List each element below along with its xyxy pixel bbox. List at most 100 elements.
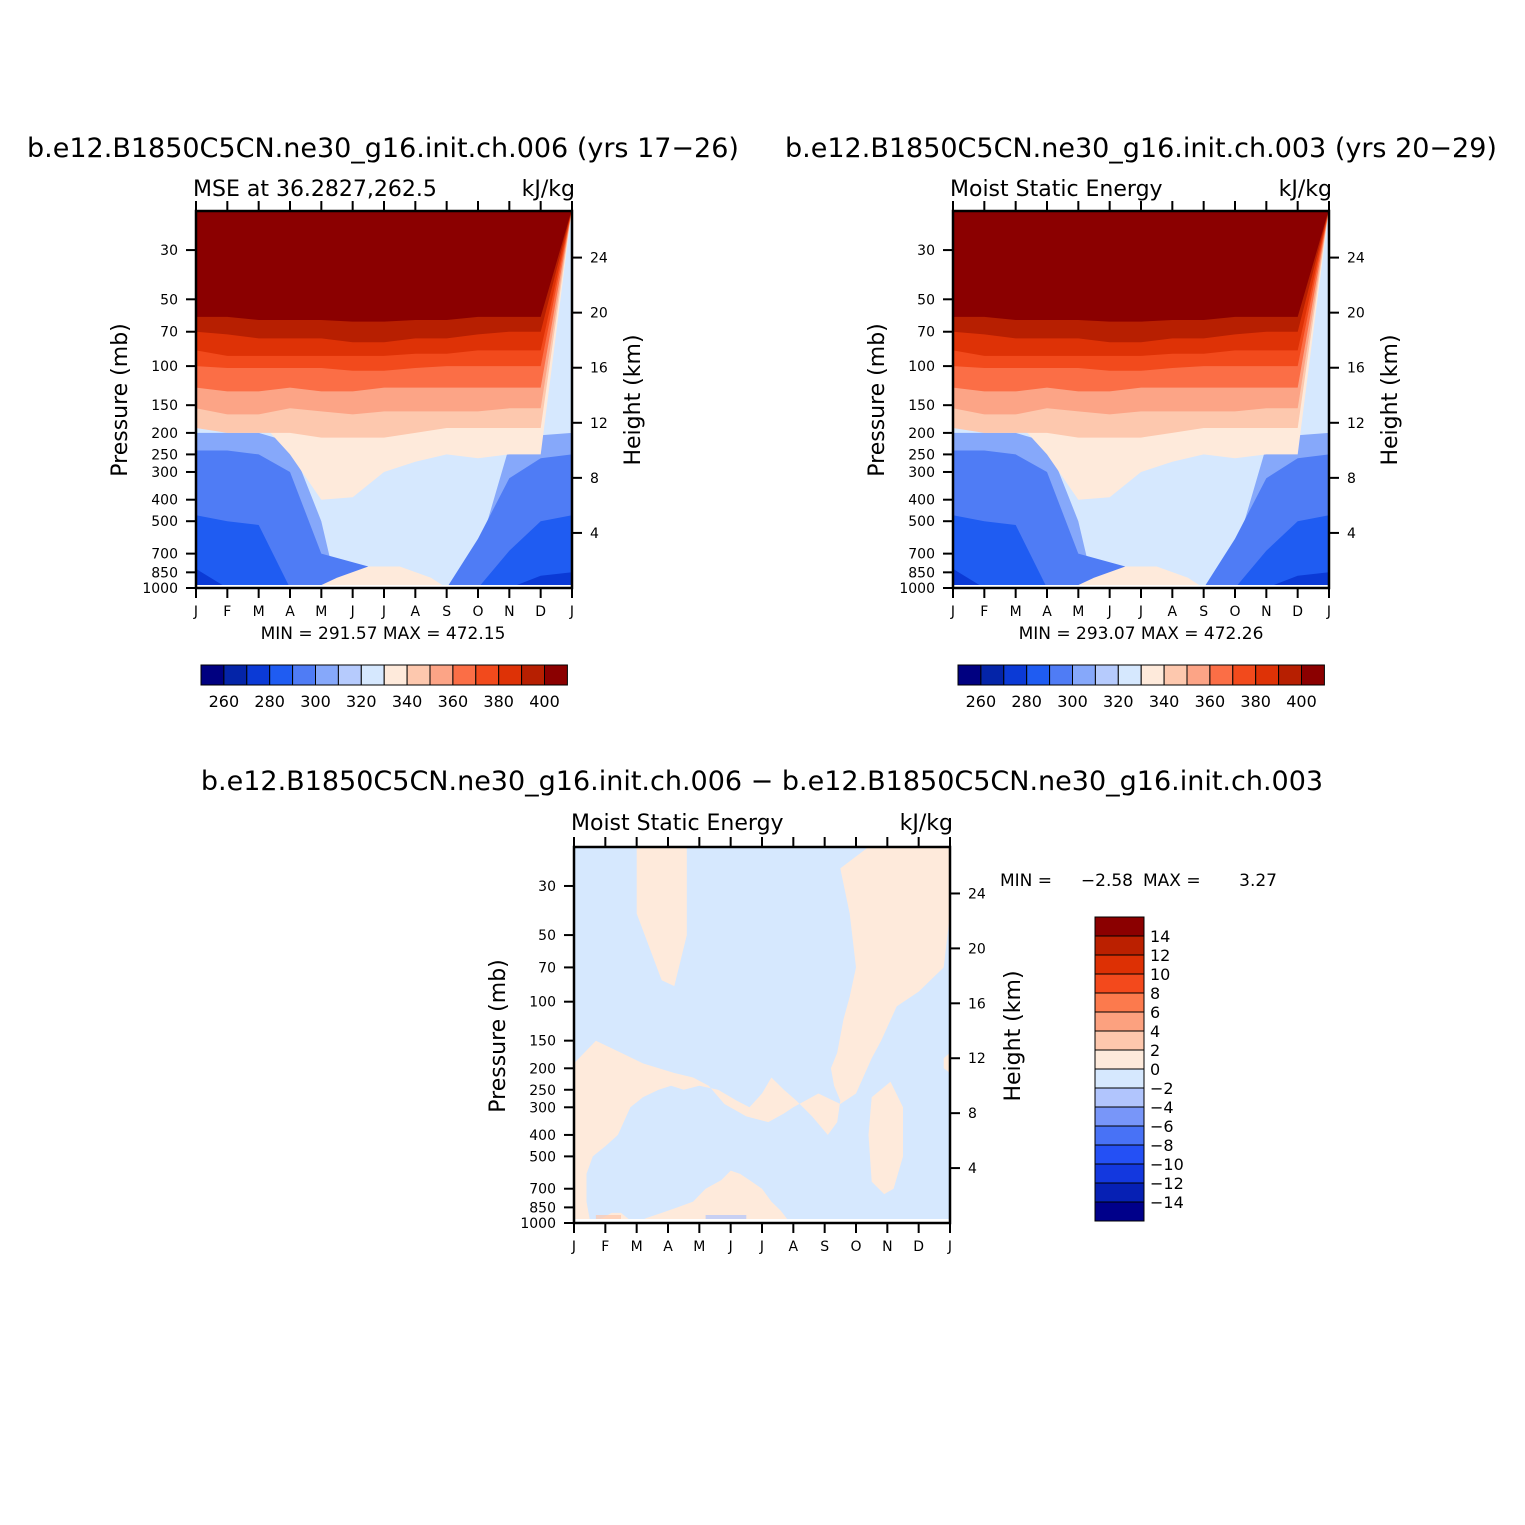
panel3-ytick-label: 50 — [538, 928, 556, 944]
panel3-subtitle-right: kJ/kg — [900, 811, 953, 836]
panel1-ytick-label: 150 — [151, 398, 178, 414]
panel1-colorbar-box — [429, 664, 454, 686]
panel1-xtick-label: J — [569, 604, 574, 620]
panel1-ytick-label: 250 — [151, 447, 178, 463]
panel2-ytick-label: 250 — [908, 447, 935, 463]
panel3-xtick-label: A — [789, 1239, 799, 1255]
panel3-contour-positive — [574, 847, 950, 1223]
panel1-plot: J F M A M J J A S O N D J 30 50 70 100 150 200 250 300 400 500… — [142, 201, 608, 620]
panel1-stats: MIN = 291.57 MAX = 472.15 — [261, 624, 506, 644]
panel2-xtick-label: D — [1292, 604, 1303, 620]
panel3-colorbar-box — [1094, 992, 1145, 1013]
panel2-colorbar-label: 340 — [1149, 692, 1180, 711]
panel1-ytick-right-label: 8 — [590, 471, 599, 487]
panel1-xtick-label: M — [253, 604, 265, 620]
panel2-ytick-label: 850 — [908, 565, 935, 581]
panel3-stats-min: −2.58 — [1081, 871, 1133, 891]
panel3-ytick-right-label: 16 — [968, 996, 986, 1012]
panel2-colorbar-box — [1026, 664, 1051, 686]
panel1-colorbar-box — [269, 664, 294, 686]
panel2-colorbar-label: 300 — [1057, 692, 1088, 711]
panel2-colorbar-label: 360 — [1195, 692, 1226, 711]
panel3-ytick-label: 700 — [529, 1182, 556, 1198]
panel2-colorbar-box — [1255, 664, 1280, 686]
panel1-colorbar-box — [337, 664, 362, 686]
panel1-colorbar-label: 280 — [254, 692, 285, 711]
panel1-ytick-right-label: 20 — [590, 306, 608, 322]
panel1-xtick-label: F — [223, 604, 231, 620]
panel1-ytick-label: 300 — [151, 465, 178, 481]
panel2-colorbar-box — [1278, 664, 1302, 686]
panel3-xtick-label: J — [759, 1239, 764, 1255]
panel3-colorbar-box — [1094, 1011, 1145, 1032]
panel2-stats: MIN = 293.07 MAX = 472.26 — [1019, 624, 1264, 644]
panel1-ytick-right-label: 24 — [590, 251, 608, 267]
panel1-colorbar-label: 320 — [346, 692, 377, 711]
panel3-xtick-label: M — [693, 1239, 705, 1255]
panel2-title: b.e12.B1850C5CN.ne30_g16.init.ch.003 (yr… — [785, 133, 1497, 164]
panel1-colorbar-label: 380 — [483, 692, 514, 711]
panel3-ytick-right-label: 8 — [968, 1106, 977, 1122]
panel2-colorbar-box — [1094, 664, 1119, 686]
panel2-ytick-label: 100 — [908, 359, 935, 375]
panel1-xtick-label: J — [193, 604, 198, 620]
panel1-xtick-label: J — [381, 604, 386, 620]
panel2-contour-level — [1072, 566, 1204, 588]
panel3-ytick-label: 500 — [529, 1149, 556, 1165]
panel1-ytick-label: 850 — [151, 565, 178, 581]
panel3-colorbar-label: 12 — [1150, 946, 1170, 965]
panel2-ytick-label: 30 — [917, 243, 935, 259]
panel2-xtick-label: O — [1229, 604, 1240, 620]
panel2-xtick-label: M — [1072, 604, 1084, 620]
panel2-ytick-label: 70 — [917, 325, 935, 341]
panel2-colorbar-box — [1209, 664, 1234, 686]
panel1-colorbar-box — [315, 664, 339, 686]
panel2-xtick-label: J — [950, 604, 955, 620]
panel1-contour-level — [196, 211, 572, 322]
panel2-xtick-label: J — [1107, 604, 1112, 620]
panel2-ytick-label: 300 — [908, 465, 935, 481]
panel3-stats-max: 3.27 — [1239, 871, 1277, 891]
panel3-surface-line — [574, 1219, 950, 1223]
panel1-xtick-label: A — [411, 604, 421, 620]
panel1-title: b.e12.B1850C5CN.ne30_g16.init.ch.006 (yr… — [27, 133, 739, 164]
panel1-colorbar-label: 400 — [529, 692, 560, 711]
panel2-contour-level — [953, 450, 1329, 588]
panel2-subtitle-right: kJ/kg — [1279, 177, 1332, 202]
panel3-contour-positive — [868, 1081, 903, 1195]
panel1-colorbar-box — [544, 664, 568, 686]
panel1-colorbar-label: 260 — [209, 692, 240, 711]
panel2-xtick-label: A — [1168, 604, 1178, 620]
panel3-colorbar-label: −4 — [1150, 1098, 1174, 1117]
panel2-subtitle-left: Moist Static Energy — [950, 177, 1163, 202]
panel1-colorbar-label: 300 — [300, 692, 331, 711]
panel2-xtick-label: J — [1138, 604, 1143, 620]
panel1-colorbar-box — [521, 664, 545, 686]
panel3-contours — [574, 847, 950, 1223]
panel1-colorbar: 260 280 300 320 340 360 380 400 — [200, 664, 568, 711]
panel2-contours — [953, 211, 1329, 588]
panel3-xtick-label: F — [601, 1239, 609, 1255]
panel1-ylabel-right: Height (km) — [621, 334, 646, 465]
panel2-ytick-right-label: 4 — [1347, 526, 1356, 542]
panel1-xtick-label: J — [350, 604, 355, 620]
panel1-colorbar-label: 360 — [438, 692, 469, 711]
panel1-contour-level — [315, 566, 447, 588]
panel1-ytick-label: 100 — [151, 359, 178, 375]
panel2-ytick-right-label: 24 — [1347, 251, 1365, 267]
panel1-surface-line — [196, 585, 572, 588]
panel1-ytick-label: 50 — [160, 292, 178, 308]
panel1-subtitle-left: MSE at 36.2827,262.5 — [193, 177, 437, 202]
panel2-colorbar-box — [1140, 664, 1165, 686]
panel2-colorbar-label: 320 — [1103, 692, 1134, 711]
panel1-ytick-label: 1000 — [142, 581, 178, 597]
panel1-ytick-right-label: 16 — [590, 361, 608, 377]
panel3-title: b.e12.B1850C5CN.ne30_g16.init.ch.006 − b… — [201, 766, 1323, 797]
panel3-colorbar-box — [1094, 1125, 1145, 1146]
panel3-ytick-label: 70 — [538, 960, 556, 976]
panel2-xtick-label: S — [1199, 604, 1208, 620]
panel3-colorbar-label: 6 — [1150, 1003, 1160, 1022]
panel2-xtick-label: M — [1010, 604, 1022, 620]
